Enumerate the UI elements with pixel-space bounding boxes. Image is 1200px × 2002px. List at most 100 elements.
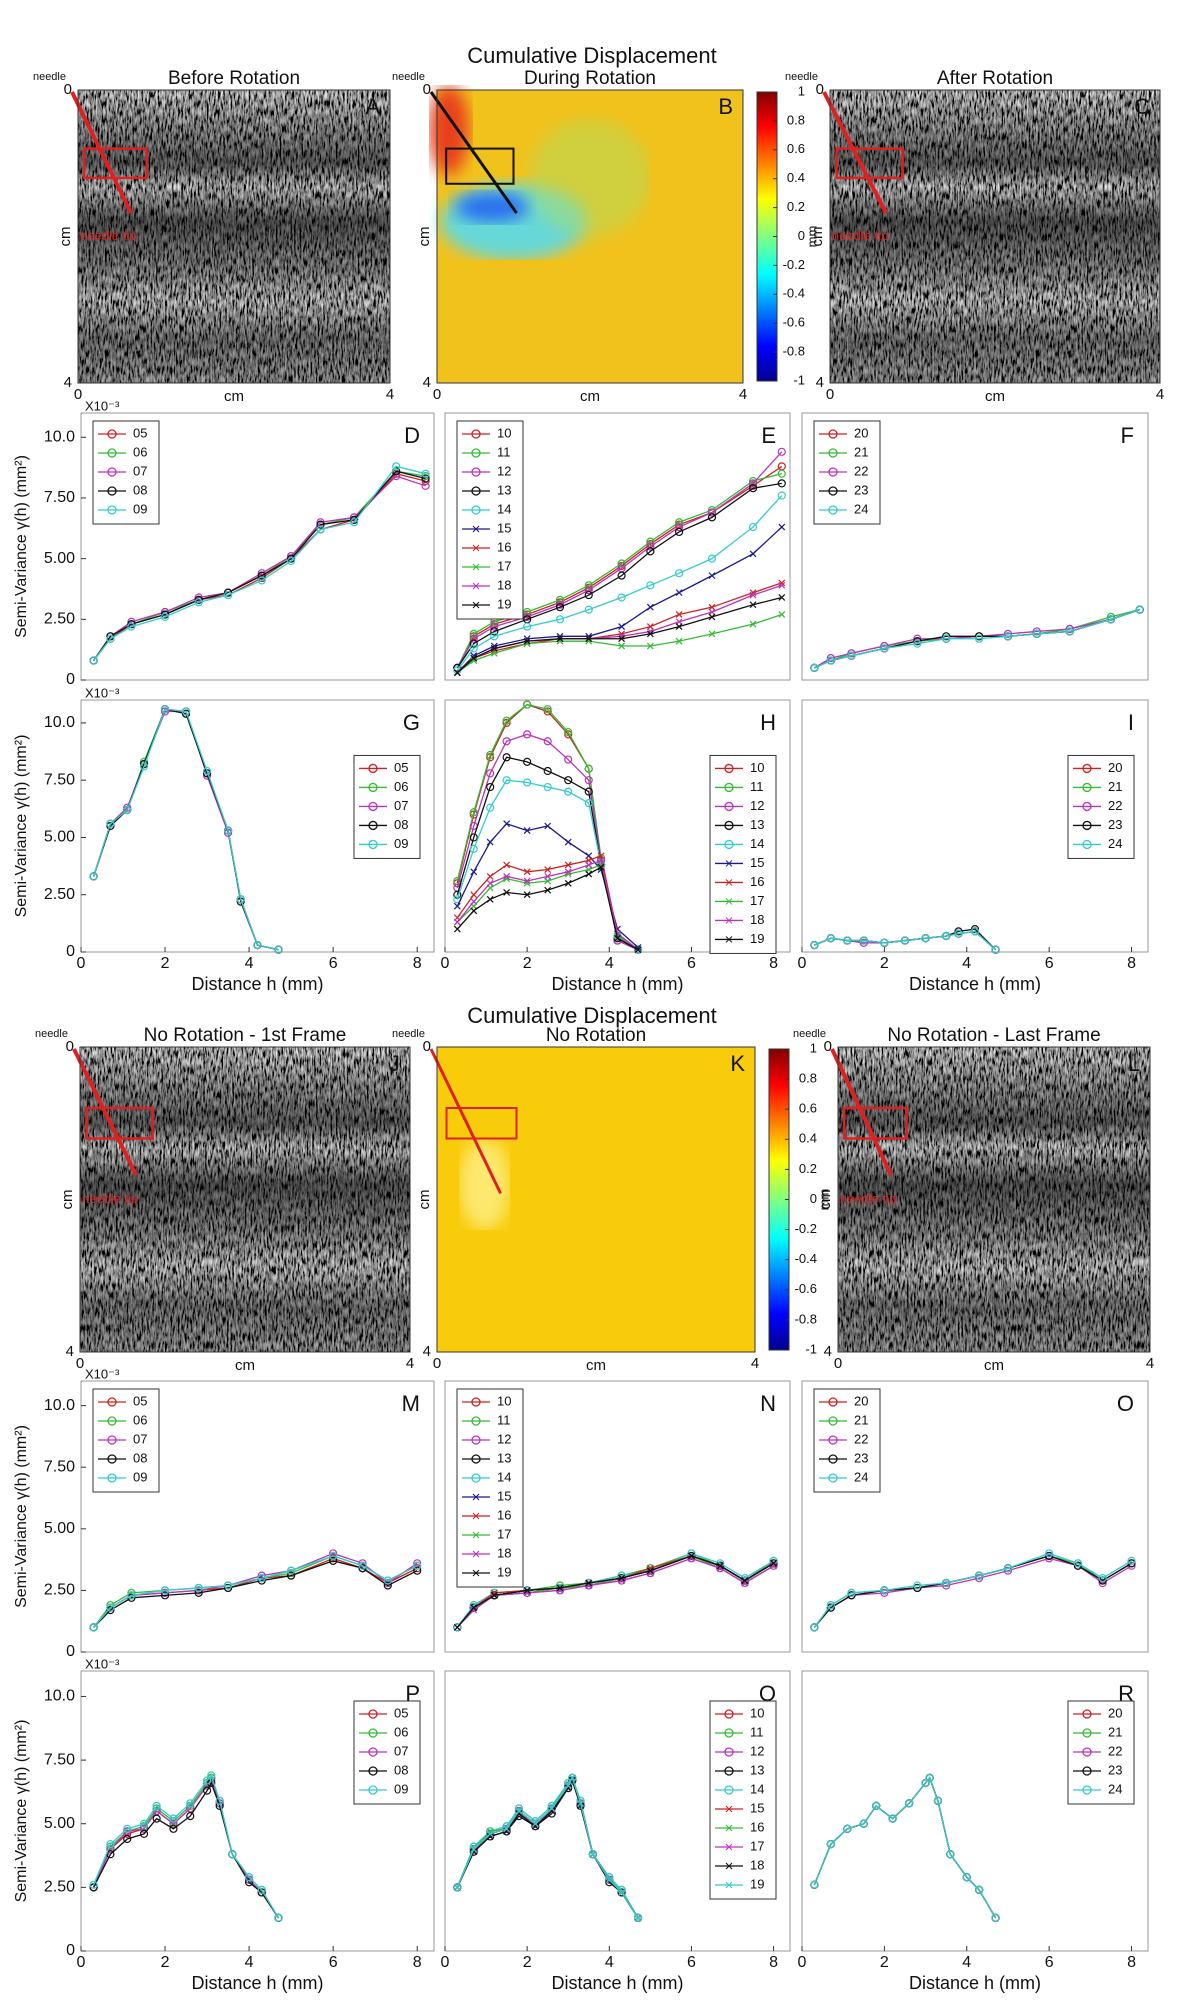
data-point (826, 1603, 835, 1612)
legend-marker (471, 448, 481, 458)
data-point (564, 879, 572, 887)
y-tick-label: 5.00 (44, 829, 75, 846)
legend-marker (107, 448, 117, 458)
data-point (106, 1603, 115, 1612)
legend-label: 14 (750, 836, 764, 851)
data-point (633, 1913, 643, 1923)
data-point (202, 1786, 212, 1795)
image-frame (829, 89, 1161, 384)
legend-label: 22 (1108, 798, 1122, 813)
x-tick-label: 0 (433, 386, 441, 403)
legend-label: 23 (1108, 1762, 1122, 1777)
series-line (93, 1779, 280, 1919)
data-point (160, 707, 170, 716)
data-point (89, 872, 98, 881)
data-point (777, 469, 786, 478)
data-point (257, 1888, 266, 1897)
data-point (543, 705, 552, 714)
data-point (490, 645, 498, 652)
plot-frame (444, 699, 791, 953)
data-point (181, 709, 191, 718)
data-point (991, 945, 1000, 954)
colorbar-label: mm (816, 1189, 831, 1211)
needle-tip-label: needle tip (840, 1191, 896, 1206)
data-point (287, 556, 296, 566)
y-tick-label: 5.00 (44, 550, 75, 567)
data-point (826, 934, 835, 943)
data-point (778, 581, 786, 589)
data-point (847, 649, 856, 658)
legend-marker (725, 1824, 733, 1832)
data-point (589, 1850, 597, 1858)
series-line (456, 1776, 639, 1919)
legend-label: 07 (133, 1431, 147, 1446)
legend-label: 09 (394, 1781, 408, 1796)
data-point (555, 1581, 565, 1590)
data-point (469, 844, 478, 854)
data-point (490, 627, 499, 636)
data-point (123, 803, 132, 812)
legend-label: 17 (497, 558, 511, 573)
data-point (127, 620, 136, 629)
data-point (646, 630, 654, 638)
legend-label: 23 (1108, 817, 1122, 832)
data-point (954, 927, 963, 936)
data-point (687, 1551, 696, 1561)
y-axis-label: cm (59, 1190, 76, 1210)
data-point (523, 891, 531, 899)
needle (429, 91, 518, 214)
data-point (223, 590, 233, 600)
legend-marker (471, 1435, 481, 1445)
legend-label: 20 (1108, 760, 1122, 775)
data-point (716, 1562, 724, 1570)
legend-label: 14 (750, 1781, 764, 1796)
legend-marker (1082, 820, 1092, 831)
y-tick-label: 7.50 (44, 1751, 75, 1768)
data-point (646, 1564, 655, 1573)
x-tick-label: 4 (406, 1355, 414, 1372)
data-point (618, 635, 626, 643)
y-tick-label: 2.50 (44, 1582, 75, 1599)
legend-marker (472, 601, 480, 609)
data-point (470, 654, 478, 662)
y-tick-label: 0 (423, 81, 431, 98)
data-point (585, 1579, 593, 1587)
colorbar-tick-label: -0.2 (795, 1221, 817, 1236)
data-point (186, 1811, 195, 1821)
legend-marker (472, 1493, 480, 1501)
data-point (564, 1782, 572, 1789)
y-tick-label: 4 (423, 1343, 431, 1360)
legend-marker (472, 582, 480, 590)
data-point (749, 550, 757, 558)
y-axis-label: Semi-Variance γ(h) (mm²) (13, 455, 30, 638)
data-point (257, 1885, 266, 1895)
data-point (502, 776, 511, 785)
series-line (92, 708, 279, 951)
axis-exponent: X10⁻³ (85, 685, 120, 700)
legend-label: 07 (394, 798, 408, 813)
data-point (646, 542, 655, 551)
data-point (202, 766, 212, 776)
legend-marker (107, 429, 117, 439)
legend-label: 18 (497, 1545, 511, 1560)
legend-marker (724, 820, 734, 831)
x-tick-label: 4 (386, 386, 394, 403)
data-point (486, 1833, 494, 1840)
data-point (486, 879, 494, 887)
data-point (749, 601, 757, 609)
x-tick-label: 2 (523, 955, 532, 972)
data-point (942, 1578, 951, 1588)
series-line (456, 1776, 639, 1919)
legend-marker (724, 839, 734, 850)
data-point (383, 1576, 392, 1585)
data-point (942, 632, 951, 641)
data-point (106, 1606, 115, 1615)
legend-label: 15 (750, 855, 764, 870)
legend-marker (368, 1709, 378, 1719)
series-line (93, 1776, 280, 1919)
data-point (523, 622, 532, 631)
x-tick-label: 8 (769, 1954, 778, 1971)
data-point (160, 1586, 170, 1595)
series-line (456, 1776, 639, 1919)
legend-label: 19 (750, 931, 764, 946)
